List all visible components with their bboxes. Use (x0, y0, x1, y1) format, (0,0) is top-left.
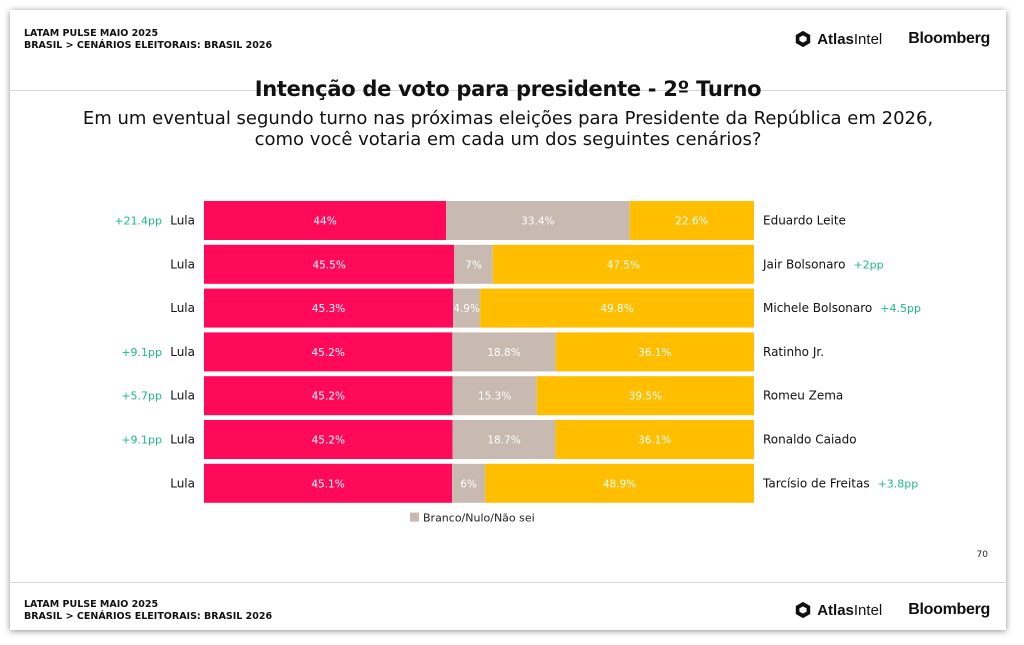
atlasintel-logo: AtlasIntel (794, 601, 882, 619)
bloomberg-logo: Bloomberg (908, 601, 990, 618)
bar-branco-nulo (453, 288, 481, 328)
lead-margin-label: +21.4pp (114, 215, 162, 228)
bar-lula (204, 201, 446, 240)
bar-lula (204, 420, 453, 459)
header-report-name: LATAM PULSE MAIO 2025 (24, 28, 159, 39)
data-label-opponent: 36.1% (638, 347, 671, 359)
header-breadcrumb: LATAM PULSE MAIO 2025 BRASIL > CENÁRIOS … (24, 28, 272, 52)
chart-subtitle: Em um eventual segundo turno nas próxima… (10, 108, 1006, 150)
legend-label-branco-nulo: Branco/Nulo/Não sei (423, 512, 535, 525)
data-label-lula: 45.2% (312, 391, 345, 403)
atlasintel-wordmark: AtlasIntel (817, 601, 883, 619)
data-label-lula: 45.2% (312, 435, 345, 447)
bar-opponent (555, 420, 754, 459)
bar-lula (204, 332, 453, 372)
chart-title: Intenção de voto para presidente - 2º Tu… (254, 77, 762, 101)
bar-branco-nulo (452, 463, 486, 503)
data-label-branco-nulo: 18.7% (487, 435, 520, 447)
row-label-lula: Lula (170, 389, 195, 403)
lead-margin-label: +9.1pp (121, 434, 162, 447)
data-label-branco-nulo: 33.4% (521, 216, 554, 228)
data-label-branco-nulo: 4.9% (453, 303, 480, 315)
data-label-lula: 45.2% (311, 347, 344, 359)
atlasintel-wordmark: AtlasIntel (817, 30, 883, 48)
bar-opponent (485, 463, 754, 503)
row-label-opponent: Jair Bolsonaro (762, 257, 845, 271)
row-label-opponent: Romeu Zema (763, 389, 843, 403)
data-label-branco-nulo: 7% (465, 259, 482, 271)
row-label-lula: Lula (170, 214, 195, 228)
bar-opponent (480, 288, 754, 328)
header-section-path: BRASIL > CENÁRIOS ELEITORAIS: BRASIL 202… (24, 40, 273, 51)
bar-branco-nulo (446, 201, 630, 240)
data-label-opponent: 48.9% (603, 478, 636, 490)
data-label-opponent: 49.8% (600, 303, 633, 315)
lead-margin-label: +3.8pp (878, 477, 919, 490)
header-divider (10, 90, 1006, 91)
chart-subtitle-line-1: Em um eventual segundo turno nas próxima… (82, 108, 934, 129)
stacked-bar-chart: 44% 33.4% 22.6% Lula Eduardo Leite +21.4pp 45.… (114, 201, 921, 525)
footer-section-path: BRASIL > CENÁRIOS ELEITORAIS: BRASIL 202… (24, 611, 273, 622)
slide: LATAM PULSE MAIO 2025 BRASIL > CENÁRIOS … (10, 10, 1006, 630)
data-label-lula: 45.1% (311, 478, 344, 490)
data-label-lula: 45.3% (312, 303, 345, 315)
atlasintel-logo: AtlasIntel (794, 30, 882, 48)
atlas-hexagon-icon (796, 30, 811, 48)
row-label-opponent: Tarcísio de Freitas (762, 476, 870, 490)
bar-lula (204, 376, 453, 416)
data-label-opponent: 47.5% (607, 259, 640, 271)
footer-logos: AtlasIntel Bloomberg (794, 599, 990, 621)
bar-branco-nulo (452, 420, 556, 459)
data-label-opponent: 22.6% (675, 216, 708, 228)
bar-opponent (492, 244, 754, 284)
lead-margin-label: +2pp (853, 258, 883, 271)
bloomberg-logo: Bloomberg (908, 30, 990, 47)
atlas-hexagon-icon (796, 601, 811, 619)
header: LATAM PULSE MAIO 2025 BRASIL > CENÁRIOS … (10, 10, 1006, 58)
legend-swatch-branco-nulo (410, 512, 419, 522)
row-label-opponent: Ronaldo Caiado (763, 433, 857, 447)
data-label-branco-nulo: 18.8% (487, 347, 520, 359)
page-number: 70 (976, 550, 988, 560)
data-label-lula: 44% (313, 216, 336, 228)
row-label-lula: Lula (170, 257, 195, 271)
row-label-lula: Lula (170, 301, 195, 315)
bar-branco-nulo (452, 376, 537, 416)
lead-margin-label: +9.1pp (121, 346, 162, 359)
footer-breadcrumb: LATAM PULSE MAIO 2025 BRASIL > CENÁRIOS … (24, 599, 272, 623)
data-label-branco-nulo: 15.3% (478, 391, 511, 403)
data-label-lula: 45.5% (312, 259, 345, 271)
bar-branco-nulo (454, 244, 493, 284)
bar-opponent (536, 376, 754, 416)
bar-branco-nulo (452, 332, 556, 372)
data-label-branco-nulo: 6% (460, 478, 477, 490)
row-label-opponent: Ratinho Jr. (763, 345, 824, 359)
footer: LATAM PULSE MAIO 2025 BRASIL > CENÁRIOS … (10, 582, 1006, 631)
data-label-opponent: 39.5% (629, 391, 662, 403)
bar-lula (204, 244, 455, 284)
chart-subtitle-line-2: como você votaria em cada um dos seguint… (254, 129, 762, 150)
bar-opponent (629, 201, 754, 240)
bar-lula (204, 288, 454, 328)
row-label-lula: Lula (170, 345, 195, 359)
footer-report-name: LATAM PULSE MAIO 2025 (24, 599, 159, 610)
row-label-opponent: Michele Bolsonaro (763, 301, 872, 315)
row-label-lula: Lula (170, 433, 195, 447)
data-label-opponent: 36.1% (638, 435, 671, 447)
row-label-lula: Lula (170, 476, 195, 490)
header-logos: AtlasIntel Bloomberg (794, 28, 990, 50)
bar-lula (204, 463, 453, 503)
lead-margin-label: +5.7pp (121, 390, 162, 403)
bar-opponent (555, 332, 754, 372)
row-label-opponent: Eduardo Leite (763, 214, 846, 228)
lead-margin-label: +4.5pp (880, 302, 921, 315)
